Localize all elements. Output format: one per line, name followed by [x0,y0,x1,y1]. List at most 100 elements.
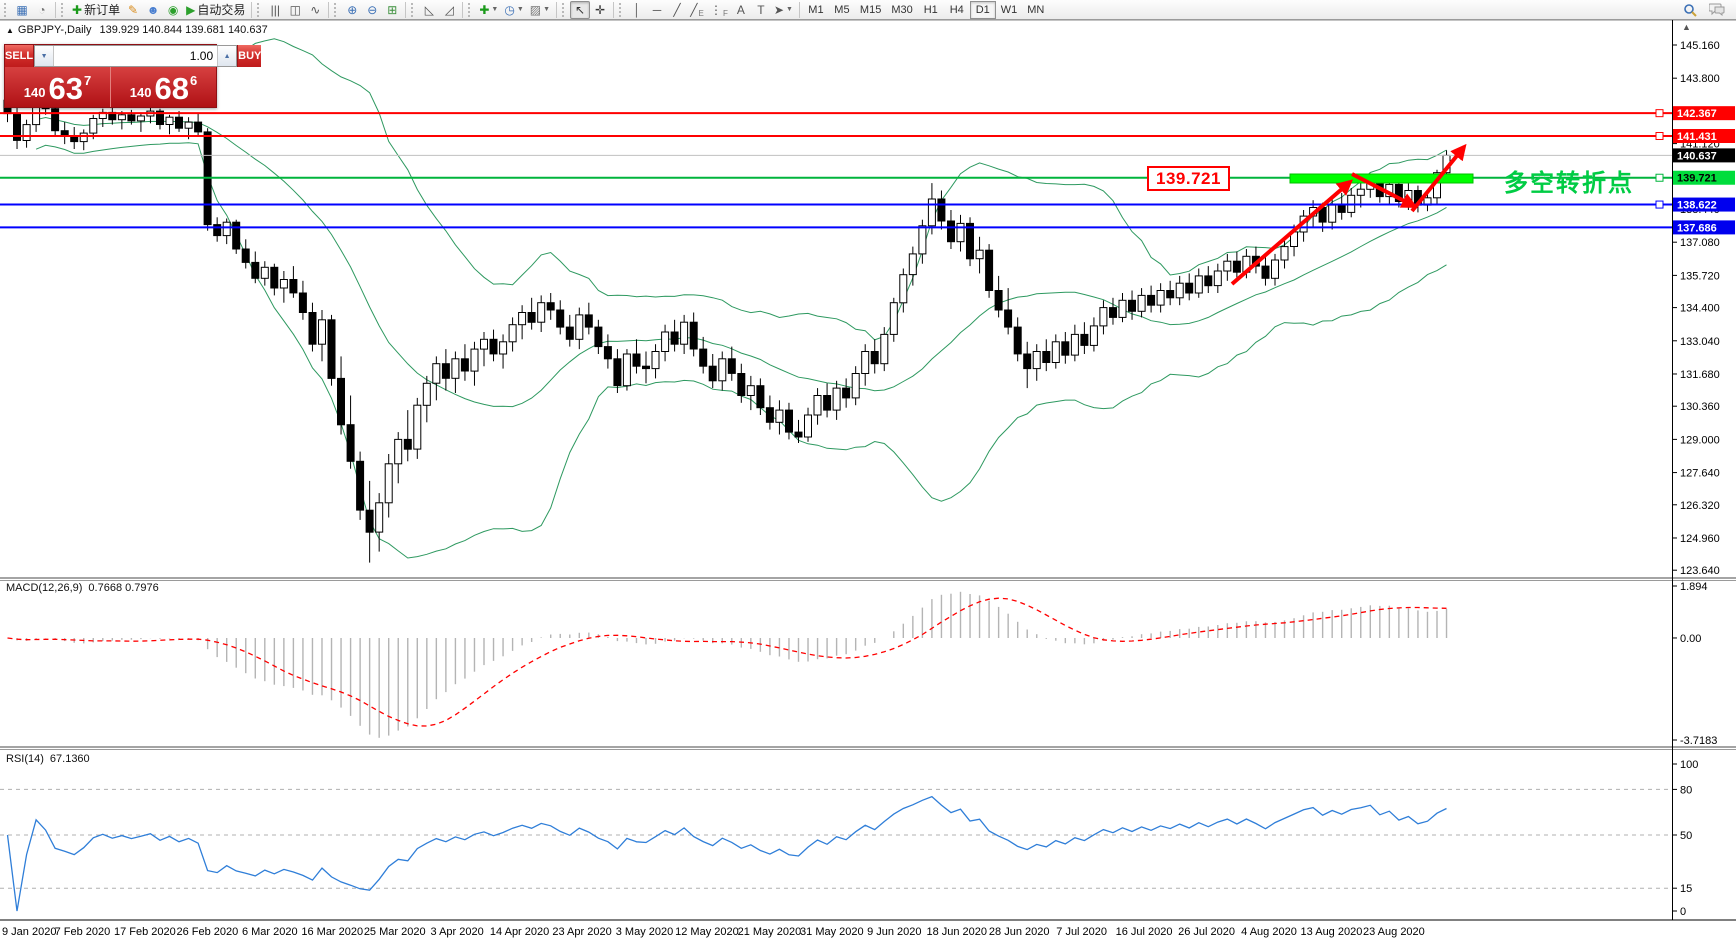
volume-input[interactable] [54,46,218,66]
toolbar-grip [468,2,473,17]
buy-price[interactable]: 140 68 6 [129,71,198,106]
toolbar-grip [562,2,567,17]
timeframe-mn[interactable]: MN [1027,3,1045,16]
horizontal-line-icon[interactable]: ─ [652,2,662,17]
text-icon[interactable]: A [736,2,745,17]
date-label: 14 Apr 2020 [490,926,549,938]
tile-windows-icon[interactable]: ⊞ [387,2,398,17]
level-badge: 142.367 [1677,108,1717,120]
zoom-out-icon[interactable]: ⊖ [367,2,378,17]
price-tick-label: 145.160 [1680,40,1720,52]
search-icon[interactable] [1680,1,1700,19]
equidistant-channel-icon[interactable]: ╱ E [690,2,704,18]
chevron-down-icon: ▼ [785,6,793,13]
toolbar-separator [798,1,800,18]
chart-shift-icon[interactable]: ◿ [444,2,454,17]
macd-tick-label: -3.7183 [1680,735,1717,747]
crosshair-icon[interactable]: ✛ [595,2,606,17]
rsi-tick-label: 15 [1680,883,1692,895]
symbol-period-label: GBPJPY-,Daily [17,24,92,36]
buy-button[interactable]: BUY [237,45,262,67]
templates-icon[interactable]: ▨ ▼ [529,2,551,17]
date-label: 16 Jul 2020 [1116,926,1173,938]
autotrading-icon[interactable]: ▶ 自动交易 [186,2,246,18]
volume-stepper: ▼ ▲ [34,45,238,67]
line-handle [1655,200,1664,209]
turning-point-text[interactable]: 多空转折点 [1504,170,1634,197]
timeframe-m5[interactable]: M5 [834,3,850,16]
rsi-line [6,795,1447,912]
candlestick-chart-icon[interactable]: ◫ [289,2,301,17]
timeframe-m30[interactable]: M30 [891,3,913,16]
current-price-badge: 140.637 [1677,150,1717,162]
fibonacci-icon[interactable]: ⋮ F [710,2,728,18]
text-label-icon[interactable]: T [757,2,765,17]
profile-icon[interactable]: ☻ [146,2,160,17]
date-label: 7 Feb 2020 [55,926,111,938]
bar-chart-icon[interactable]: ||| [270,2,280,17]
date-label: 28 Jun 2020 [989,926,1050,938]
chevron-down-icon: ▼ [516,6,524,13]
price-tick-label: 143.800 [1680,73,1720,85]
price-tick-label: 137.080 [1680,237,1720,249]
rsi-value: 67.1360 [49,753,90,765]
signals-icon[interactable]: ◉ [167,2,179,17]
trend-arrow [1351,172,1418,208]
price-tick-label: 133.040 [1680,336,1720,348]
chat-icon[interactable] [1706,1,1728,19]
timeframe-d1[interactable]: D1 [969,0,996,19]
current-price-badge-bg [1673,148,1735,163]
volume-increase-button[interactable]: ▲ [217,46,237,66]
trendline-icon[interactable]: ╱ [673,2,681,17]
vertical-line-icon[interactable]: │ [633,2,641,17]
bollinger-band-upper [36,38,1447,341]
price-tick-label: 130.360 [1680,401,1720,413]
sell-price[interactable]: 140 63 7 [5,67,111,107]
chevron-down-icon: ▼ [543,6,551,13]
zoom-in-icon[interactable]: ⊕ [347,2,358,17]
macd-label: MACD(12,26,9) 0.7668 0.7976 [6,582,159,594]
timeframe-h1[interactable]: H1 [923,3,938,16]
macd-histogram [16,591,1448,738]
toolbar-separator [405,1,407,18]
auto-scroll-icon[interactable]: ◺ [424,2,434,17]
toolbar-grip [334,2,339,17]
price-tick-label: 124.960 [1680,533,1720,545]
sell-button[interactable]: SELL [5,45,35,67]
new-order-icon[interactable]: ✚ 新订单 [72,2,121,18]
volume-decrease-button[interactable]: ▼ [35,46,55,66]
toolbar-separator [251,1,253,18]
price-callout-box[interactable]: 139.721 [1147,166,1230,191]
arrows-tool-icon[interactable]: ➤ ▼ [773,2,793,17]
chart-window-icon[interactable]: ▦ [16,2,28,17]
level-badge-bg [1673,220,1735,235]
date-label: 9 Jun 2020 [867,926,921,938]
crayon-icon[interactable]: ✎ [128,2,139,17]
date-label: 21 May 2020 [738,926,802,938]
cursor-icon[interactable]: ↖ [570,0,591,19]
level-badge: 141.431 [1677,131,1717,143]
price-tick-label: 131.680 [1680,369,1720,381]
level-badge-bg [1673,170,1735,185]
periods-icon[interactable]: ◷ ▼ [504,2,524,17]
price-tick-label: 129.000 [1680,434,1720,446]
quotes-window-icon[interactable]: ◔ [38,2,46,17]
timeframe-w1[interactable]: W1 [1000,3,1018,16]
macd-tick-label: 0.00 [1680,633,1701,645]
timeframe-m15[interactable]: M15 [859,3,882,16]
timeframe-h4[interactable]: H4 [949,3,964,16]
chart-scroll-marker-icon[interactable]: ▲ [1682,22,1691,32]
price-tick-label: 135.720 [1680,270,1720,282]
collapse-arrow-icon[interactable]: ▲ [6,26,14,35]
level-badge: 138.622 [1677,200,1717,212]
level-badge-bg [1673,197,1735,212]
date-label: 31 May 2020 [800,926,864,938]
timeframe-m1[interactable]: M1 [808,3,824,16]
rsi-tick-label: 0 [1680,906,1686,918]
rsi-tick-label: 50 [1680,830,1692,842]
line-chart-icon[interactable]: ∿ [310,2,321,17]
indicators-icon[interactable]: ✚ ▼ [479,2,499,17]
trend-arrow [1410,143,1467,213]
